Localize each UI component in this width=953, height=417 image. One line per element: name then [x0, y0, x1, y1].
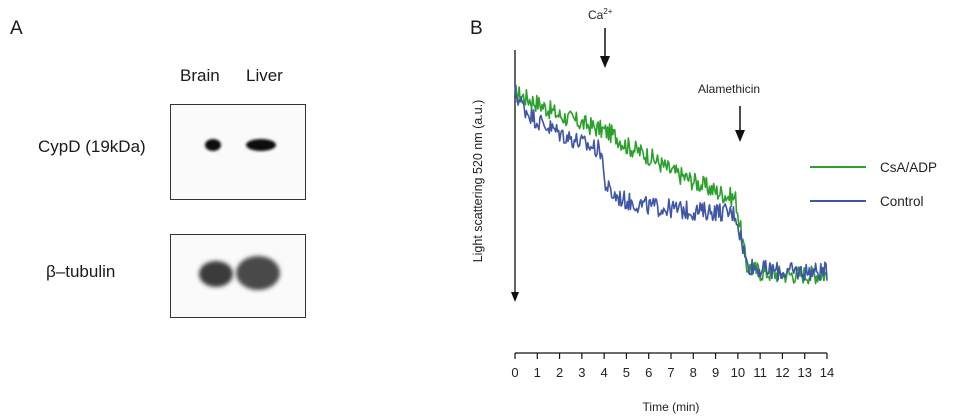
x-tick-label: 1: [534, 365, 541, 380]
x-tick-label: 4: [601, 365, 608, 380]
cypd-band-brain: [205, 139, 221, 151]
x-tick-label: 7: [667, 365, 674, 380]
chart-series: [514, 84, 828, 285]
legend-label-control: Control: [880, 194, 924, 209]
x-tick-label: 5: [623, 365, 630, 380]
row-label-tubulin: β–tubulin: [46, 262, 116, 281]
ca-arrow-head: [600, 56, 610, 68]
alamethicin-annotation-label: Alamethicin: [698, 82, 760, 96]
x-tick-label: 6: [645, 365, 652, 380]
tubulin-blot-image: [199, 256, 280, 290]
tubulin-blot: [170, 234, 306, 318]
chart-legend: CsA/ADP Control: [810, 160, 937, 209]
lane-label-liver: Liver: [246, 66, 283, 85]
tubulin-band-brain: [199, 261, 233, 287]
chart-annotations: Ca2+ Alamethicin: [588, 7, 760, 142]
y-axis-arrow: [511, 292, 519, 302]
alamethicin-arrow-head: [735, 130, 745, 142]
panel-a-letter: A: [10, 18, 23, 39]
x-tick-label: 2: [556, 365, 563, 380]
x-tick-label: 0: [511, 365, 518, 380]
y-axis-label: Light scattering 520 nm (a.u.): [471, 100, 485, 263]
series-line-csa-adp: [514, 84, 828, 285]
x-tick-label: 8: [690, 365, 697, 380]
x-axis-label: Time (min): [643, 400, 700, 414]
x-tick-label: 3: [578, 365, 585, 380]
cypd-blot: [170, 104, 306, 200]
cypd-blot-image: [205, 139, 276, 151]
panel-b-letter: B: [470, 18, 483, 39]
x-tick-label: 14: [820, 365, 834, 380]
x-tick-label: 11: [753, 365, 767, 380]
cypd-band-liver: [246, 139, 276, 151]
x-tick-label: 12: [775, 365, 789, 380]
ca-annotation-label: Ca2+: [588, 7, 613, 22]
legend-label-csa-adp: CsA/ADP: [880, 160, 937, 175]
series-line-control: [514, 84, 828, 282]
x-tick-label: 13: [797, 365, 811, 380]
x-tick-label: 9: [712, 365, 719, 380]
lane-label-brain: Brain: [180, 66, 220, 85]
chart-axes: Light scattering 520 nm (a.u.)0 1 2 3 4 5 6 7 8 9…: [471, 50, 834, 414]
tubulin-band-liver: [236, 256, 280, 290]
x-tick-label: 10: [731, 365, 745, 380]
row-label-cypd: CypD (19kDa): [38, 137, 146, 156]
